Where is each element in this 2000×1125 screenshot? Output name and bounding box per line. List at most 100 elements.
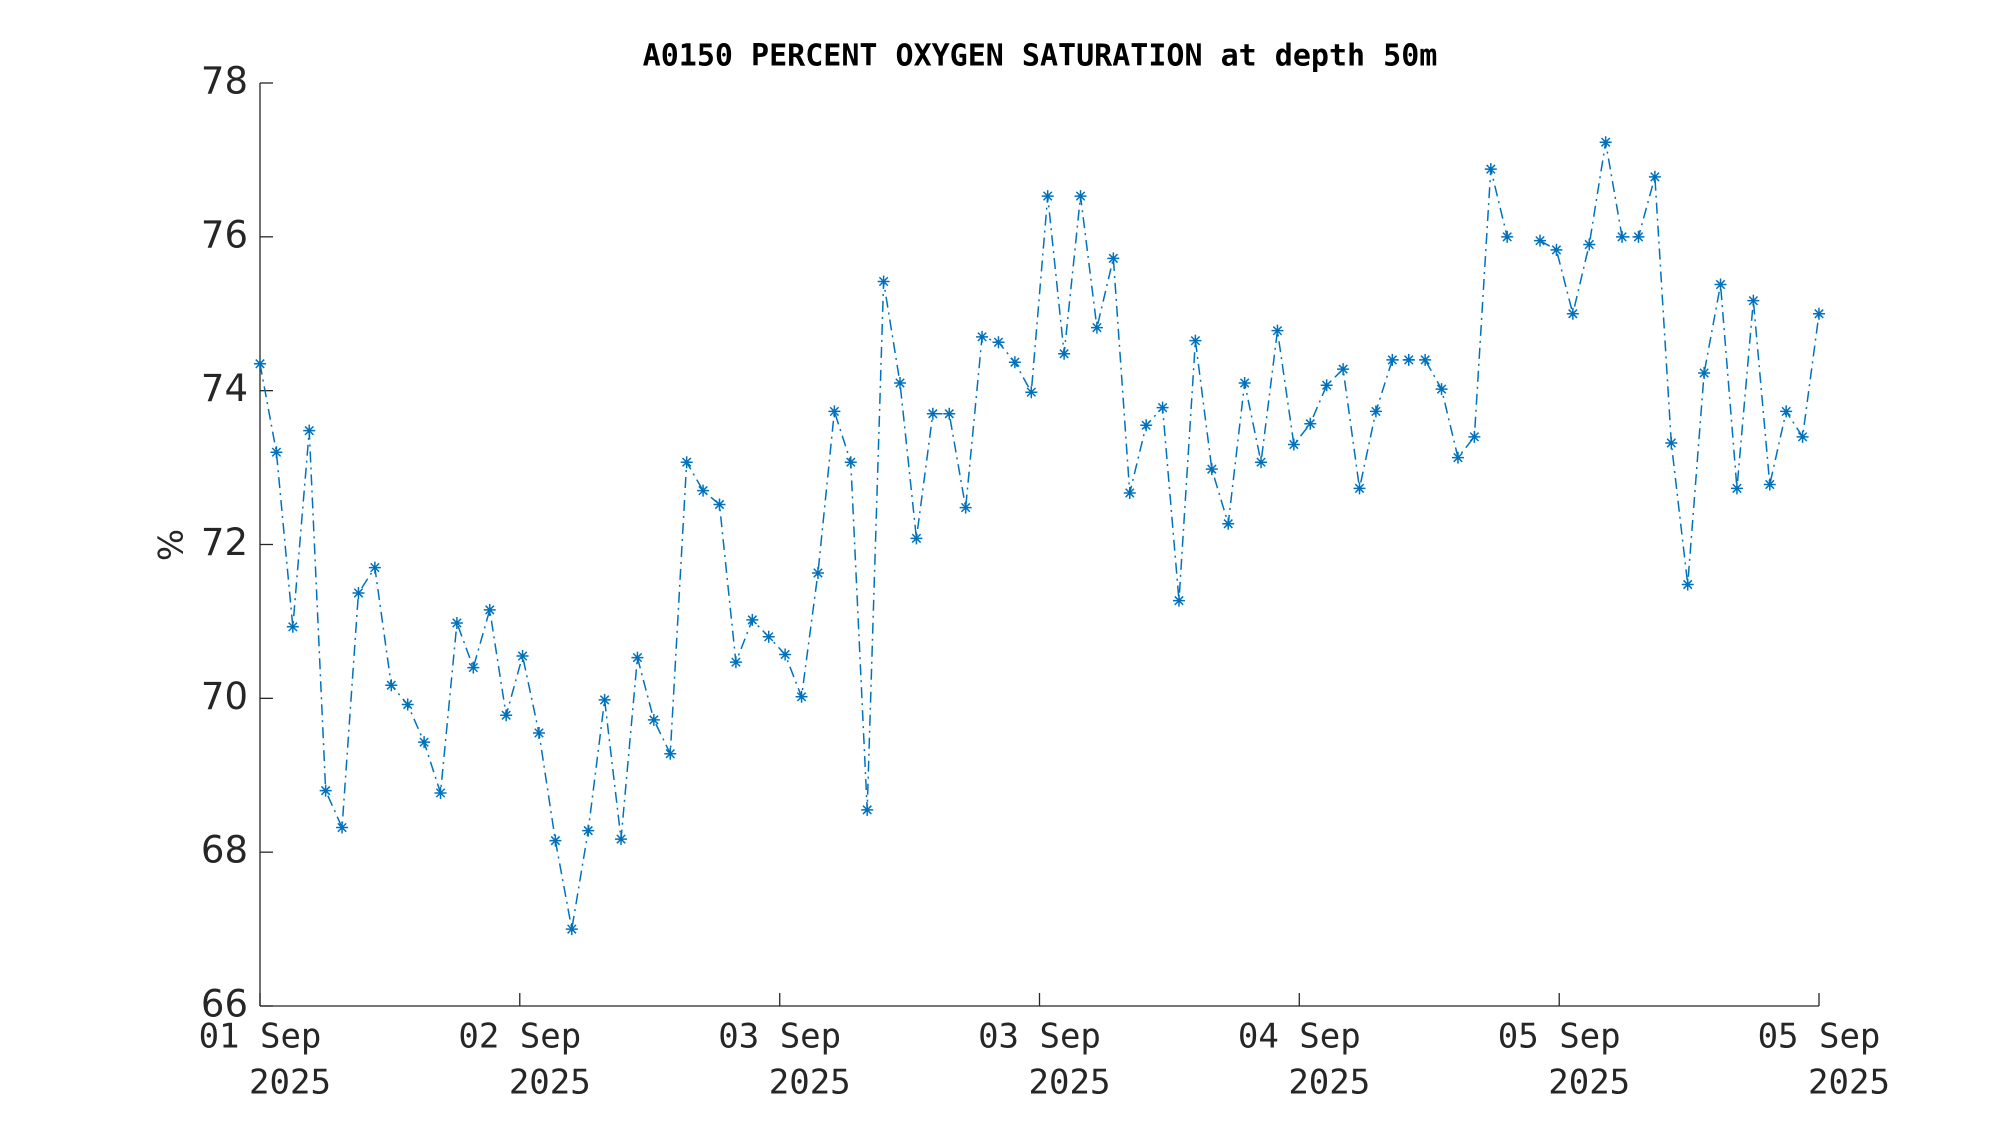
data-point bbox=[1698, 366, 1711, 379]
data-line bbox=[259, 142, 1820, 930]
data-point bbox=[1632, 230, 1645, 243]
data-point bbox=[1419, 353, 1432, 366]
data-point bbox=[1665, 436, 1678, 449]
data-point bbox=[664, 747, 677, 760]
data-point bbox=[1255, 456, 1268, 469]
data-point bbox=[352, 586, 365, 599]
x-tick-label: 2025 bbox=[509, 1063, 591, 1103]
data-point bbox=[1074, 190, 1087, 203]
y-tick-label: 72 bbox=[201, 521, 248, 564]
x-tick-label: 2025 bbox=[1808, 1063, 1890, 1103]
data-point bbox=[1780, 405, 1793, 418]
data-point bbox=[1189, 334, 1202, 347]
data-point bbox=[844, 456, 857, 469]
x-tick-label: 05 Sep bbox=[1758, 1017, 1881, 1057]
y-tick-label: 78 bbox=[201, 60, 248, 103]
data-point bbox=[1304, 417, 1317, 430]
data-point bbox=[1550, 243, 1563, 256]
data-point bbox=[1616, 230, 1629, 243]
x-tick-label: 2025 bbox=[249, 1063, 331, 1103]
data-point bbox=[1156, 401, 1169, 414]
data-point bbox=[565, 923, 578, 936]
data-point bbox=[1501, 230, 1514, 243]
data-point bbox=[1008, 356, 1021, 369]
x-tick-label: 2025 bbox=[1288, 1063, 1370, 1103]
data-point bbox=[1451, 451, 1464, 464]
data-point bbox=[1796, 430, 1809, 443]
data-point bbox=[1123, 486, 1136, 499]
x-tick-label: 04 Sep bbox=[1238, 1017, 1361, 1057]
data-point bbox=[1534, 234, 1547, 247]
y-tick-label: 68 bbox=[201, 829, 248, 872]
data-point bbox=[1271, 324, 1284, 337]
data-point bbox=[1566, 307, 1579, 320]
data-point bbox=[729, 656, 742, 669]
data-point bbox=[647, 713, 660, 726]
x-tick-label: 05 Sep bbox=[1498, 1017, 1621, 1057]
data-point bbox=[434, 786, 447, 799]
data-point bbox=[532, 726, 545, 739]
data-point bbox=[1369, 405, 1382, 418]
data-point bbox=[1041, 190, 1054, 203]
data-point bbox=[713, 498, 726, 511]
x-tick-label: 2025 bbox=[769, 1063, 851, 1103]
data-point bbox=[1714, 278, 1727, 291]
data-point bbox=[1222, 517, 1235, 530]
data-point bbox=[500, 709, 513, 722]
data-point bbox=[1287, 438, 1300, 451]
data-point bbox=[1763, 478, 1776, 491]
data-point bbox=[385, 679, 398, 692]
data-point bbox=[1484, 163, 1497, 176]
data-point bbox=[401, 698, 414, 711]
chart-title: A0150 PERCENT OXYGEN SATURATION at depth… bbox=[643, 39, 1438, 74]
data-point bbox=[516, 650, 529, 663]
y-tick-label: 74 bbox=[201, 367, 248, 410]
data-point bbox=[877, 275, 890, 288]
data-point bbox=[943, 407, 956, 420]
x-tick-label: 03 Sep bbox=[718, 1017, 841, 1057]
y-tick-label: 70 bbox=[201, 675, 248, 718]
y-tick-label: 66 bbox=[201, 983, 248, 1026]
data-point bbox=[549, 834, 562, 847]
data-point bbox=[746, 613, 759, 626]
y-tick-label: 76 bbox=[201, 213, 248, 256]
data-point bbox=[615, 833, 628, 846]
data-point bbox=[795, 690, 808, 703]
data-point bbox=[926, 407, 939, 420]
data-point bbox=[319, 784, 332, 797]
data-point bbox=[450, 616, 463, 629]
data-point bbox=[368, 561, 381, 574]
data-point bbox=[1107, 252, 1120, 265]
x-tick-label: 02 Sep bbox=[458, 1017, 581, 1057]
data-point bbox=[254, 357, 266, 370]
data-point bbox=[1435, 383, 1448, 396]
data-point bbox=[1172, 594, 1185, 607]
data-point bbox=[1058, 347, 1071, 360]
data-point bbox=[779, 648, 792, 661]
data-point bbox=[1320, 379, 1333, 392]
data-point bbox=[483, 603, 496, 616]
data-point bbox=[1747, 294, 1760, 307]
data-point bbox=[992, 336, 1005, 349]
data-point bbox=[1730, 482, 1743, 495]
data-point bbox=[631, 651, 644, 664]
data-point bbox=[1583, 238, 1596, 251]
x-tick-label: 03 Sep bbox=[978, 1017, 1101, 1057]
data-point bbox=[303, 424, 316, 437]
data-point bbox=[1681, 578, 1694, 591]
data-point bbox=[1468, 430, 1481, 443]
data-point bbox=[1353, 482, 1366, 495]
data-point bbox=[467, 661, 480, 674]
data-point bbox=[697, 484, 710, 497]
data-point bbox=[1648, 170, 1661, 183]
data-point bbox=[1205, 463, 1218, 476]
x-tick-label: 01 Sep bbox=[199, 1017, 322, 1057]
data-point bbox=[1238, 376, 1251, 389]
data-point bbox=[286, 620, 299, 633]
data-point bbox=[762, 630, 775, 643]
data-point bbox=[582, 824, 595, 837]
y-axis-label: % bbox=[152, 529, 192, 561]
data-point bbox=[828, 405, 841, 418]
data-point bbox=[1090, 321, 1103, 334]
